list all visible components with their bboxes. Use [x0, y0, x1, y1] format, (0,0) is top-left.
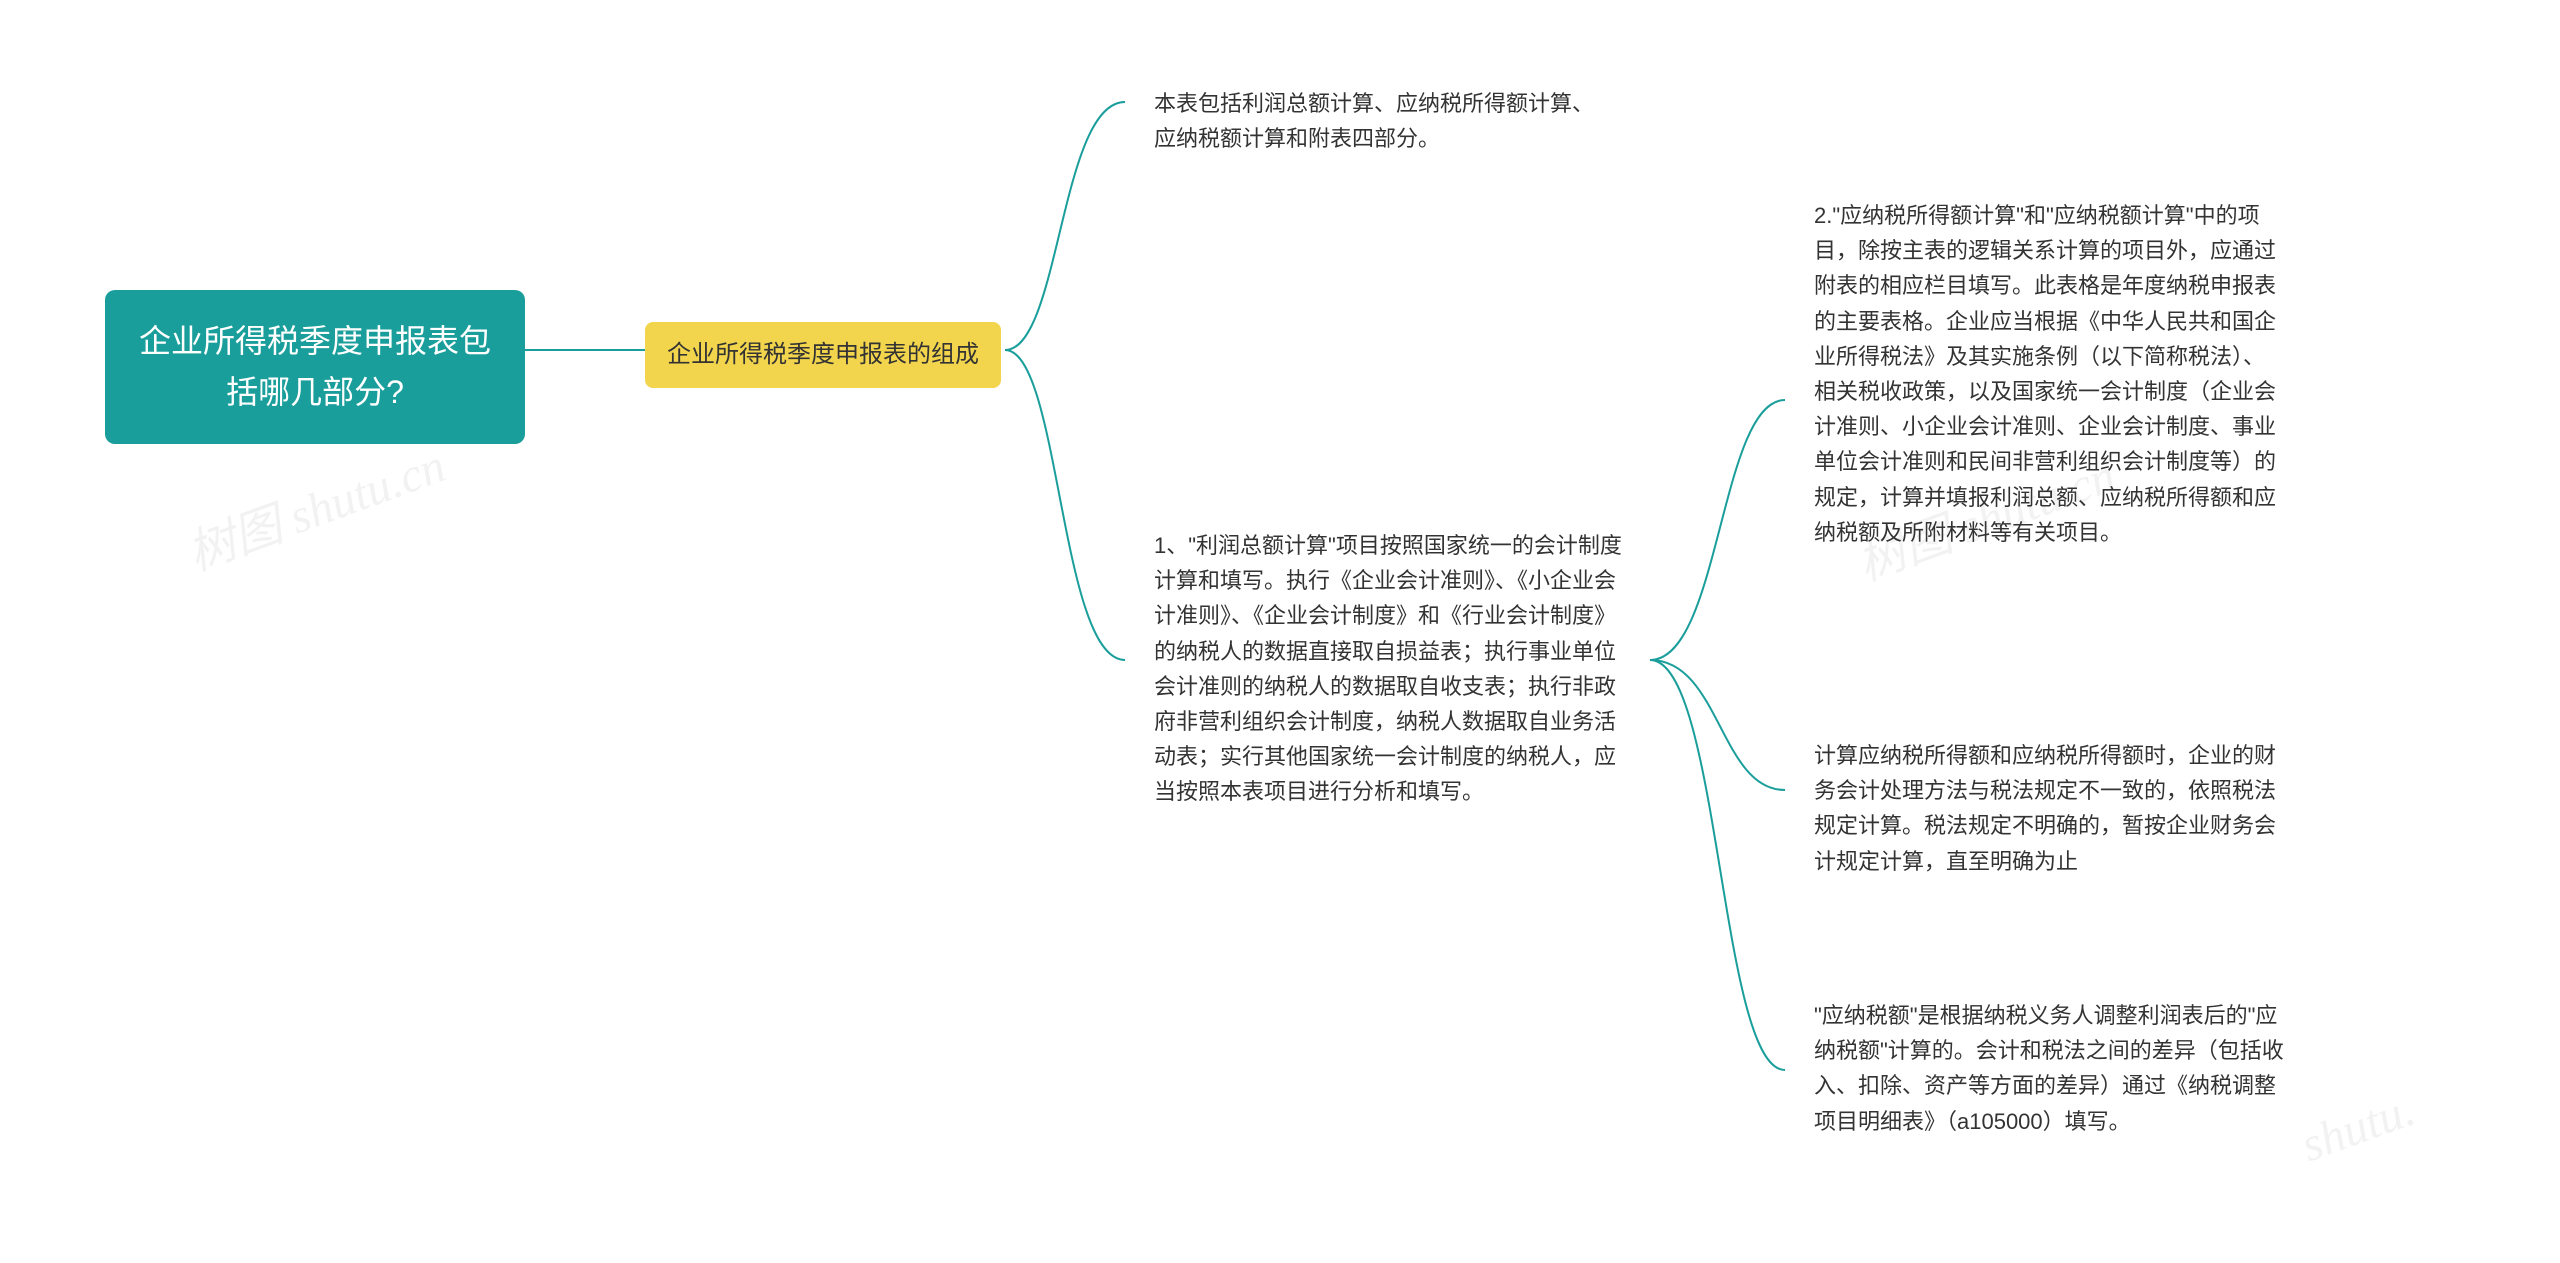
leaf-node-2[interactable]: 1、"利润总额计算"项目按照国家统一的会计制度计算和填写。执行《企业会计准则》、… — [1130, 510, 1650, 828]
watermark-1: 树图 shutu.cn — [176, 426, 453, 584]
subleaf-node-2[interactable]: 计算应纳税所得额和应纳税所得额时，企业的财务会计处理方法与税法规定不一致的，依照… — [1790, 720, 2310, 897]
watermark-3: shutu. — [2294, 1082, 2422, 1173]
root-node[interactable]: 企业所得税季度申报表包括哪几部分? — [105, 290, 525, 444]
leaf-node-1[interactable]: 本表包括利润总额计算、应纳税所得额计算、应纳税额计算和附表四部分。 — [1130, 68, 1630, 174]
subleaf-node-1[interactable]: 2."应纳税所得额计算"和"应纳税额计算"中的项目，除按主表的逻辑关系计算的项目… — [1790, 180, 2310, 568]
level1-node[interactable]: 企业所得税季度申报表的组成 — [645, 322, 1001, 388]
subleaf-node-3[interactable]: "应纳税额"是根据纳税义务人调整利润表后的"应纳税额"计算的。会计和税法之间的差… — [1790, 980, 2310, 1157]
